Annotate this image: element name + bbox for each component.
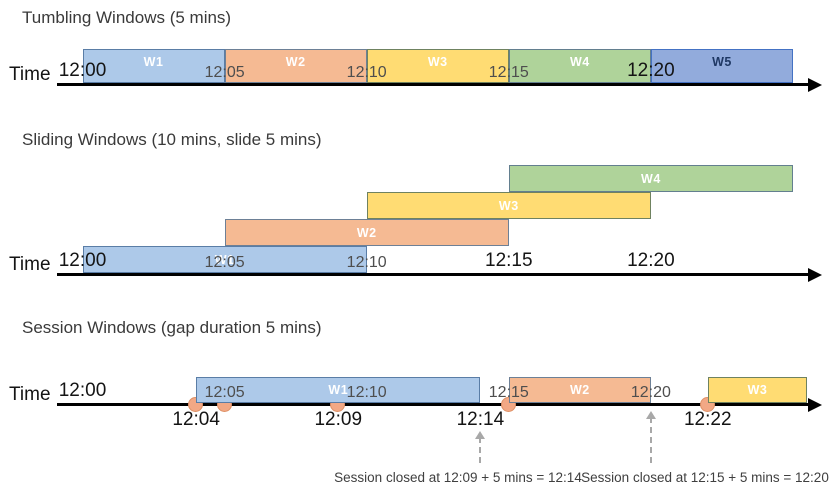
window-box-w2: W2 xyxy=(224,49,367,83)
time-axis xyxy=(57,403,808,406)
axis-tick-label: 12:15 xyxy=(488,384,529,401)
window-box-w2: W2 xyxy=(224,219,509,246)
window-label: W2 xyxy=(569,383,590,397)
window-label: W3 xyxy=(427,55,448,69)
axis-arrowhead-icon xyxy=(808,77,822,92)
window-label: W1 xyxy=(214,252,235,267)
window-box-w5: W5 xyxy=(650,49,793,83)
axis-tick-label: 12:15 xyxy=(485,250,533,271)
arrow-up-icon xyxy=(645,411,656,419)
sliding-section-title: Sliding Windows (10 mins, slide 5 mins) xyxy=(22,130,322,149)
window-label: W2 xyxy=(285,55,306,69)
window-label: W3 xyxy=(498,198,519,213)
window-label: W1 xyxy=(328,383,349,397)
axis-tick-label: 12:10 xyxy=(346,64,387,81)
window-label: W4 xyxy=(569,55,590,69)
window-box-w4: W4 xyxy=(508,165,793,192)
sliding-time-axis-label: Time xyxy=(9,254,51,275)
session-closed-annotation: Session closed at 12:15 + 5 mins = 12:20 xyxy=(581,470,829,485)
axis-tick-label: 12:05 xyxy=(204,384,245,401)
session-time-axis-label: Time xyxy=(9,384,51,405)
arrow-up-icon xyxy=(475,431,486,439)
session-closed-annotation: Session closed at 12:09 + 5 mins = 12:14 xyxy=(334,470,582,485)
event-time-label: 12:14 xyxy=(456,409,505,430)
session-section-title: Session Windows (gap duration 5 mins) xyxy=(22,318,322,337)
tumbling-section-title: Tumbling Windows (5 mins) xyxy=(22,8,232,27)
time-axis xyxy=(57,273,808,276)
event-time-label: 12:09 xyxy=(314,409,363,430)
tumbling-time-axis-label: Time xyxy=(9,64,51,85)
window-box-w1: W1 xyxy=(82,49,225,83)
axis-tick-label: 12:10 xyxy=(346,254,387,271)
axis-tick-label: 12:20 xyxy=(630,384,671,401)
axis-tick-label: 12:15 xyxy=(488,64,529,81)
window-box-w1: W1 xyxy=(196,377,481,403)
window-label: W5 xyxy=(712,55,732,69)
window-label: W1 xyxy=(143,55,164,69)
axis-tick-label: 12:10 xyxy=(346,384,387,401)
window-label: W4 xyxy=(641,171,661,186)
axis-tick-label: 12:05 xyxy=(204,254,245,271)
window-label: W3 xyxy=(747,383,768,397)
event-time-label: 12:22 xyxy=(683,409,732,430)
axis-tick-label: 12:00 xyxy=(58,250,107,271)
axis-tick-label: 12:00 xyxy=(58,380,107,401)
window-box-w3: W3 xyxy=(707,377,808,403)
axis-tick-label: 12:20 xyxy=(627,250,675,271)
window-box-w2: W2 xyxy=(508,377,651,403)
window-box-w1: W1 xyxy=(82,246,367,273)
axis-tick-label: 12:00 xyxy=(58,60,107,81)
event-time-label: 12:04 xyxy=(172,409,220,430)
axis-arrowhead-icon xyxy=(808,397,822,412)
axis-arrowhead-icon xyxy=(808,267,822,282)
window-box-w3: W3 xyxy=(366,192,651,219)
axis-tick-label: 12:05 xyxy=(204,64,245,81)
time-axis xyxy=(57,83,808,86)
window-box-w4: W4 xyxy=(508,49,651,83)
window-label: W2 xyxy=(356,225,377,240)
axis-tick-label: 12:20 xyxy=(627,60,675,81)
callout-dashed-arrow xyxy=(475,431,486,463)
callout-dashed-arrow xyxy=(645,411,656,463)
window-box-w3: W3 xyxy=(366,49,509,83)
